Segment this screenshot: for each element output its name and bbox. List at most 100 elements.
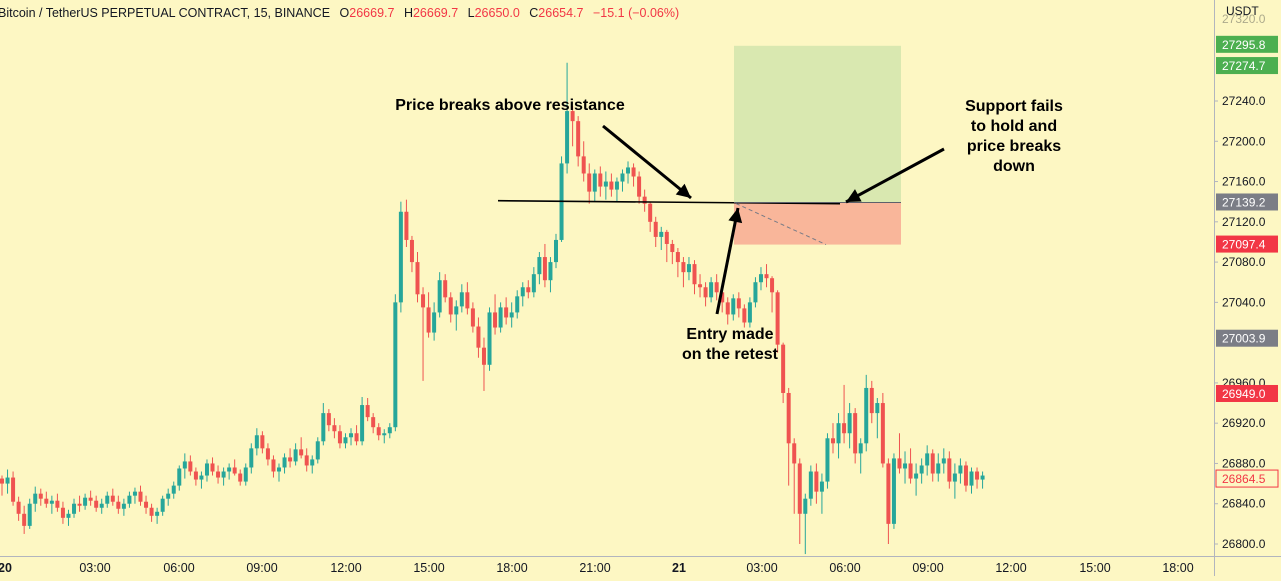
candle-body	[637, 176, 642, 197]
candle-body	[720, 292, 725, 303]
candle	[603, 171, 608, 200]
candle-body	[609, 181, 614, 190]
candle-body	[459, 292, 464, 307]
candle	[548, 257, 553, 293]
candle-body	[27, 503, 32, 526]
candle	[138, 485, 143, 506]
candle-body	[193, 471, 198, 480]
candle	[232, 459, 237, 476]
candle-body	[271, 459, 276, 472]
candle-body	[531, 274, 536, 293]
x-tick-label: 15:00	[1079, 561, 1110, 575]
candle	[958, 458, 963, 484]
loss-zone	[734, 202, 901, 245]
candle-body	[326, 413, 331, 426]
candle-body	[437, 280, 442, 313]
candle-body	[897, 458, 902, 469]
price-badge-text: 26864.5	[1222, 472, 1266, 486]
candle-body	[5, 477, 10, 484]
candle	[770, 276, 775, 313]
candle	[947, 451, 952, 489]
candle	[77, 495, 82, 512]
candle	[155, 507, 160, 524]
candle	[537, 252, 542, 285]
candle-body	[321, 413, 326, 442]
candle	[565, 62, 570, 174]
candle	[160, 495, 165, 516]
candle	[238, 469, 243, 486]
candle	[554, 233, 558, 269]
candle-body	[853, 413, 858, 454]
candle-body	[204, 463, 209, 476]
candle-body	[282, 457, 287, 468]
candle-body	[603, 181, 608, 187]
candle	[631, 163, 636, 187]
candle	[16, 496, 21, 521]
candle-body	[476, 326, 481, 348]
candle	[592, 169, 597, 202]
candle-body	[398, 211, 403, 303]
candle	[836, 413, 841, 459]
candle-body	[825, 438, 830, 482]
candle-body	[836, 423, 841, 444]
candle-body	[847, 413, 852, 434]
candle-body	[515, 296, 520, 313]
candle	[609, 173, 614, 197]
candle	[775, 290, 780, 353]
price-badge-text: 26949.0	[1222, 387, 1266, 401]
x-tick-label: 21:00	[579, 561, 610, 575]
candle	[903, 451, 908, 484]
candle	[382, 429, 387, 444]
candle-body	[903, 463, 908, 469]
candle	[44, 491, 49, 508]
candle	[432, 302, 437, 341]
symbol-name[interactable]: Bitcoin / TetherUS PERPETUAL CONTRACT, 1…	[0, 6, 331, 20]
candle-body	[620, 173, 625, 182]
candle	[426, 292, 431, 338]
candle	[421, 287, 426, 381]
candle	[963, 461, 968, 492]
candle	[182, 453, 187, 479]
candle	[504, 297, 509, 325]
candle-body	[498, 307, 503, 328]
candle	[398, 201, 403, 313]
candle-body	[60, 507, 65, 518]
candle	[299, 437, 304, 459]
candle-body	[642, 196, 647, 204]
price-badge-reference: 27003.9	[1216, 329, 1278, 347]
candle	[55, 493, 60, 512]
candle-body	[614, 181, 619, 190]
candle	[847, 403, 852, 449]
candle-body	[919, 465, 924, 474]
candle-body	[775, 292, 780, 345]
candle-body	[880, 403, 885, 464]
candle	[875, 398, 880, 439]
candle	[99, 498, 104, 514]
candle	[952, 463, 957, 499]
candle-body	[116, 501, 121, 509]
annotation-breakout: Price breaks above resistance	[380, 96, 640, 116]
candle	[581, 141, 586, 182]
x-tick-label: 18:00	[1162, 561, 1193, 575]
candle-body	[925, 453, 930, 466]
candle-body	[670, 243, 675, 253]
candle-body	[127, 495, 132, 504]
x-tick-label: 06:00	[163, 561, 194, 575]
open-label: O	[339, 6, 350, 20]
candle	[310, 455, 315, 474]
y-tick-label: 26920.0	[1222, 416, 1266, 430]
candle	[969, 467, 974, 494]
candle-body	[210, 463, 215, 472]
candle-body	[659, 231, 664, 237]
low-label: L	[467, 6, 475, 20]
candle	[797, 458, 802, 544]
candle	[121, 498, 126, 516]
candle	[936, 453, 941, 482]
candle	[908, 448, 913, 484]
candle	[925, 445, 930, 476]
candle-body	[587, 173, 592, 192]
candle-body	[509, 312, 514, 318]
candle	[349, 428, 354, 446]
